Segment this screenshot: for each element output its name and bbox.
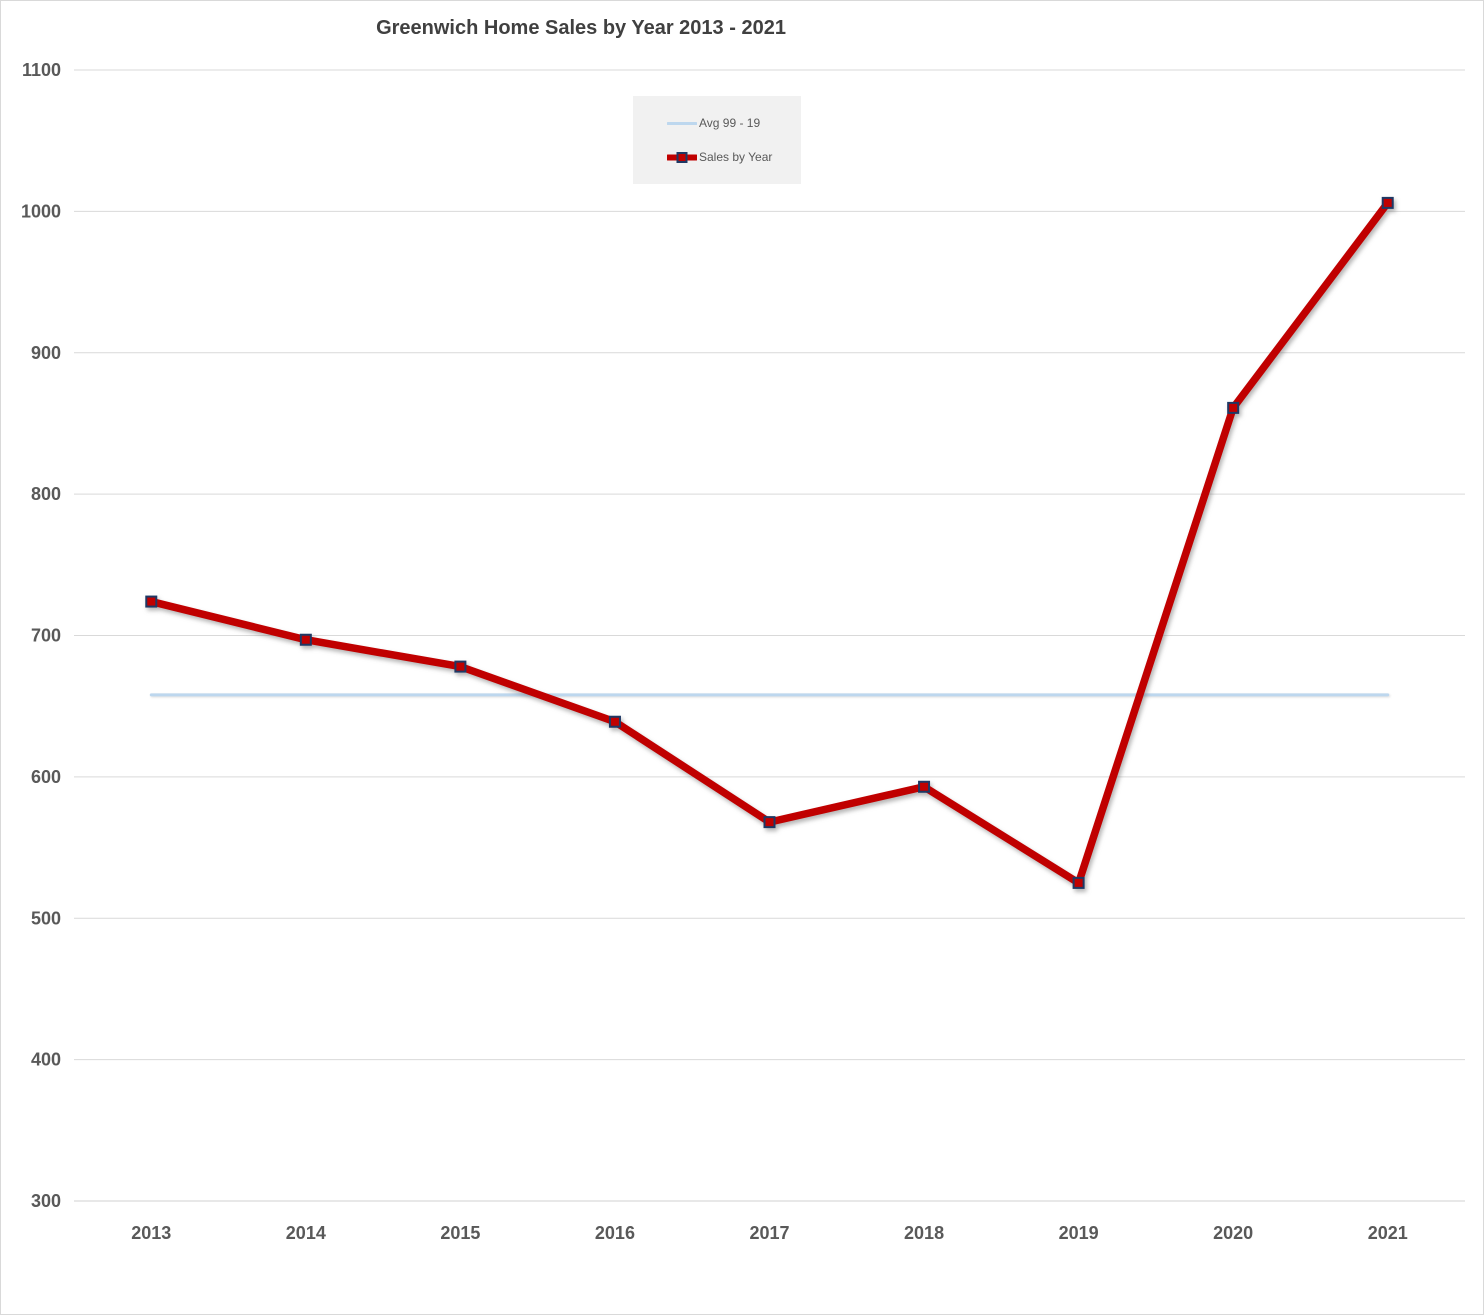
y-tick-label-600: 600 <box>31 767 61 787</box>
x-tick-label-2018: 2018 <box>904 1223 944 1243</box>
x-tick-label-2017: 2017 <box>749 1223 789 1243</box>
y-tick-label-900: 900 <box>31 343 61 363</box>
x-tick-label-2015: 2015 <box>440 1223 480 1243</box>
data-point-marker-2013 <box>145 595 158 608</box>
x-tick-label-2013: 2013 <box>131 1223 171 1243</box>
y-tick-label-1000: 1000 <box>21 201 61 221</box>
data-point-marker-2021 <box>1381 196 1394 209</box>
y-tick-label-1100: 1100 <box>22 60 61 80</box>
x-tick-label-2019: 2019 <box>1059 1223 1099 1243</box>
y-tick-label-800: 800 <box>31 484 61 504</box>
y-tick-label-400: 400 <box>31 1050 61 1070</box>
legend-label-sales: Sales by Year <box>699 150 773 164</box>
data-point-marker-2014 <box>299 633 312 646</box>
legend-item-avg: Avg 99 - 19 <box>667 116 801 130</box>
series-sales-by-year <box>145 196 1394 889</box>
series-line-sales-by-year <box>147 199 1392 887</box>
x-tick-label-2020: 2020 <box>1213 1223 1253 1243</box>
legend-swatch-avg-line-icon <box>667 117 697 130</box>
y-tick-label-500: 500 <box>31 908 61 928</box>
y-tick-label-300: 300 <box>31 1191 61 1211</box>
x-tick-label-2014: 2014 <box>286 1223 326 1243</box>
data-point-marker-2018 <box>918 780 931 793</box>
legend-swatch-sales-line-icon <box>667 151 697 164</box>
data-point-marker-2016 <box>608 715 621 728</box>
x-tick-label-2021: 2021 <box>1368 1223 1408 1243</box>
legend-item-sales: Sales by Year <box>667 150 801 164</box>
chart-title: Greenwich Home Sales by Year 2013 - 2021 <box>376 17 786 39</box>
legend: Avg 99 - 19 Sales by Year <box>633 96 801 184</box>
x-tick-label-2016: 2016 <box>595 1223 635 1243</box>
data-point-marker-2017 <box>763 816 776 829</box>
legend-label-avg: Avg 99 - 19 <box>699 116 761 130</box>
data-point-marker-2020 <box>1227 401 1240 414</box>
y-tick-label-700: 700 <box>31 626 61 646</box>
data-point-marker-2019 <box>1072 876 1085 889</box>
data-point-marker-2015 <box>454 660 467 673</box>
